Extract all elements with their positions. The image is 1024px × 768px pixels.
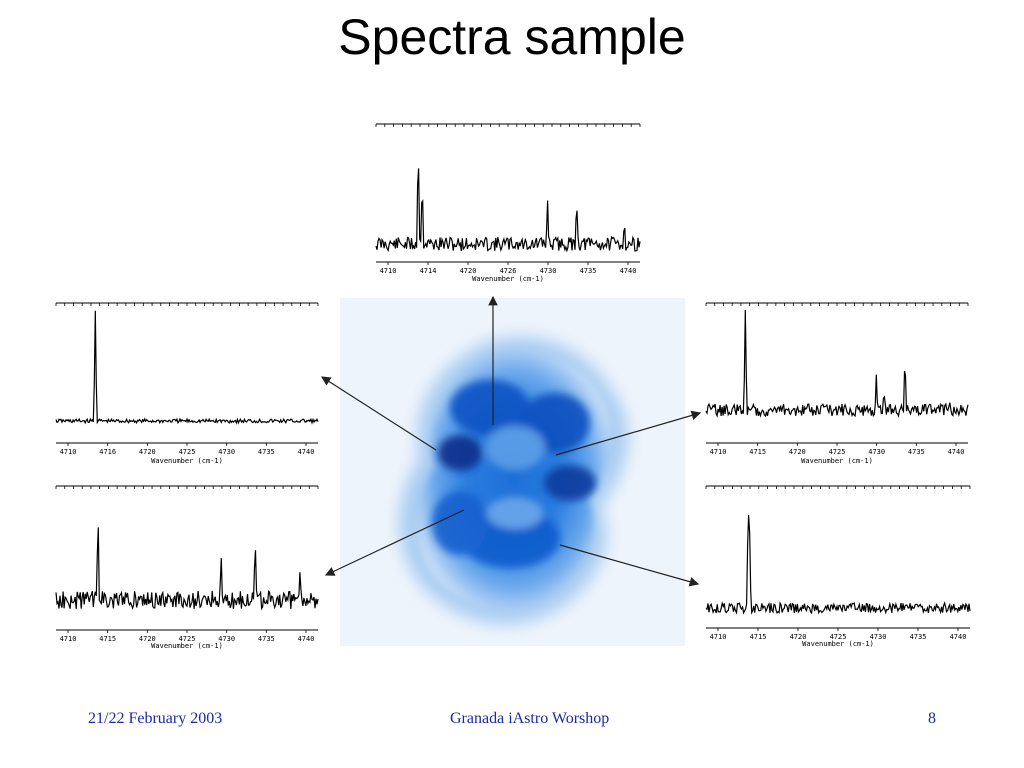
tick-label: 4740 [298,448,315,456]
tick-label: 4710 [60,635,77,643]
spectrum-lower-left-xlabel: Wavenumber (cm-1) [151,642,223,650]
tick-label: 4725 [829,448,846,456]
tick-label: 4740 [298,635,315,643]
tick-label: 4735 [910,633,927,641]
slide-title: Spectra sample [338,9,686,65]
spectrum-lower-right: 4710 4715 4720 4725 4730 4735 4740 Wavenumber … [702,480,974,652]
tick-label: 4710 [710,633,727,641]
tick-label: 4716 [99,448,116,456]
tick-label: 4715 [99,635,116,643]
tick-label: 4725 [179,448,196,456]
spectrum-upper-left-xlabel: Wavenumber (cm-1) [151,457,223,465]
tick-label: 4715 [749,448,766,456]
spectrum-lower-left: 4710 4715 4720 4725 4730 4735 4740 Wavenumber … [52,480,322,652]
tick-label: 4720 [789,448,806,456]
spectrum-top: 4710 4714 4720 4726 4730 4735 4740 Wavenumber … [372,118,644,290]
spectrum-upper-left: 4710 4716 4720 4725 4730 4735 4740 Wavenumber … [52,297,322,469]
spectrum-upper-right-xlabel: Wavenumber (cm-1) [801,457,873,465]
tick-label: 4725 [179,635,196,643]
tick-label: 4730 [870,633,887,641]
tick-label: 4730 [218,635,235,643]
spectrum-lower-right-plot: 4710 4715 4720 4725 4730 4735 4740 Wavenumber … [705,485,971,648]
spectrum-upper-left-plot: 4710 4716 4720 4725 4730 4735 4740 Wavenumber … [55,302,319,465]
tick-label: 4710 [710,448,727,456]
tick-label: 4720 [790,633,807,641]
tick-label: 4730 [868,448,885,456]
spectrum-top-plot: 4710 4714 4720 4726 4730 4735 4740 Wavenumber … [375,123,641,283]
spectrum-upper-right-plot: 4710 4715 4720 4725 4730 4735 4740 Wavenumber … [705,302,969,465]
footer-date: 21/22 February 2003 [88,710,223,727]
tick-label: 4735 [580,267,597,275]
tick-label: 4740 [950,633,967,641]
tick-label: 4740 [948,448,965,456]
tick-label: 4710 [60,448,77,456]
footer-page-number: 8 [928,710,936,727]
tick-label: 4710 [380,267,397,275]
tick-label: 4730 [540,267,557,275]
tick-label: 4735 [258,448,275,456]
spectrum-lower-left-plot: 4710 4715 4720 4725 4730 4735 4740 Wavenumber … [55,485,319,650]
tick-label: 4715 [750,633,767,641]
tick-label: 4730 [218,448,235,456]
tick-label: 4720 [139,448,156,456]
spectrum-upper-right: 4710 4715 4720 4725 4730 4735 4740 Wavenumber … [702,297,972,469]
spectrum-top-xlabel: Wavenumber (cm-1) [472,275,544,283]
tick-label: 4735 [908,448,925,456]
tick-label: 4714 [420,267,437,275]
tick-label: 4726 [500,267,517,275]
tick-label: 4735 [258,635,275,643]
tick-label: 4740 [620,267,637,275]
nebula-image [340,298,685,646]
spectrum-lower-right-xlabel: Wavenumber (cm-1) [802,640,874,648]
tick-label: 4720 [139,635,156,643]
footer-event: Granada iAstro Worshop [450,710,610,727]
tick-label: 4725 [830,633,847,641]
tick-label: 4720 [460,267,477,275]
